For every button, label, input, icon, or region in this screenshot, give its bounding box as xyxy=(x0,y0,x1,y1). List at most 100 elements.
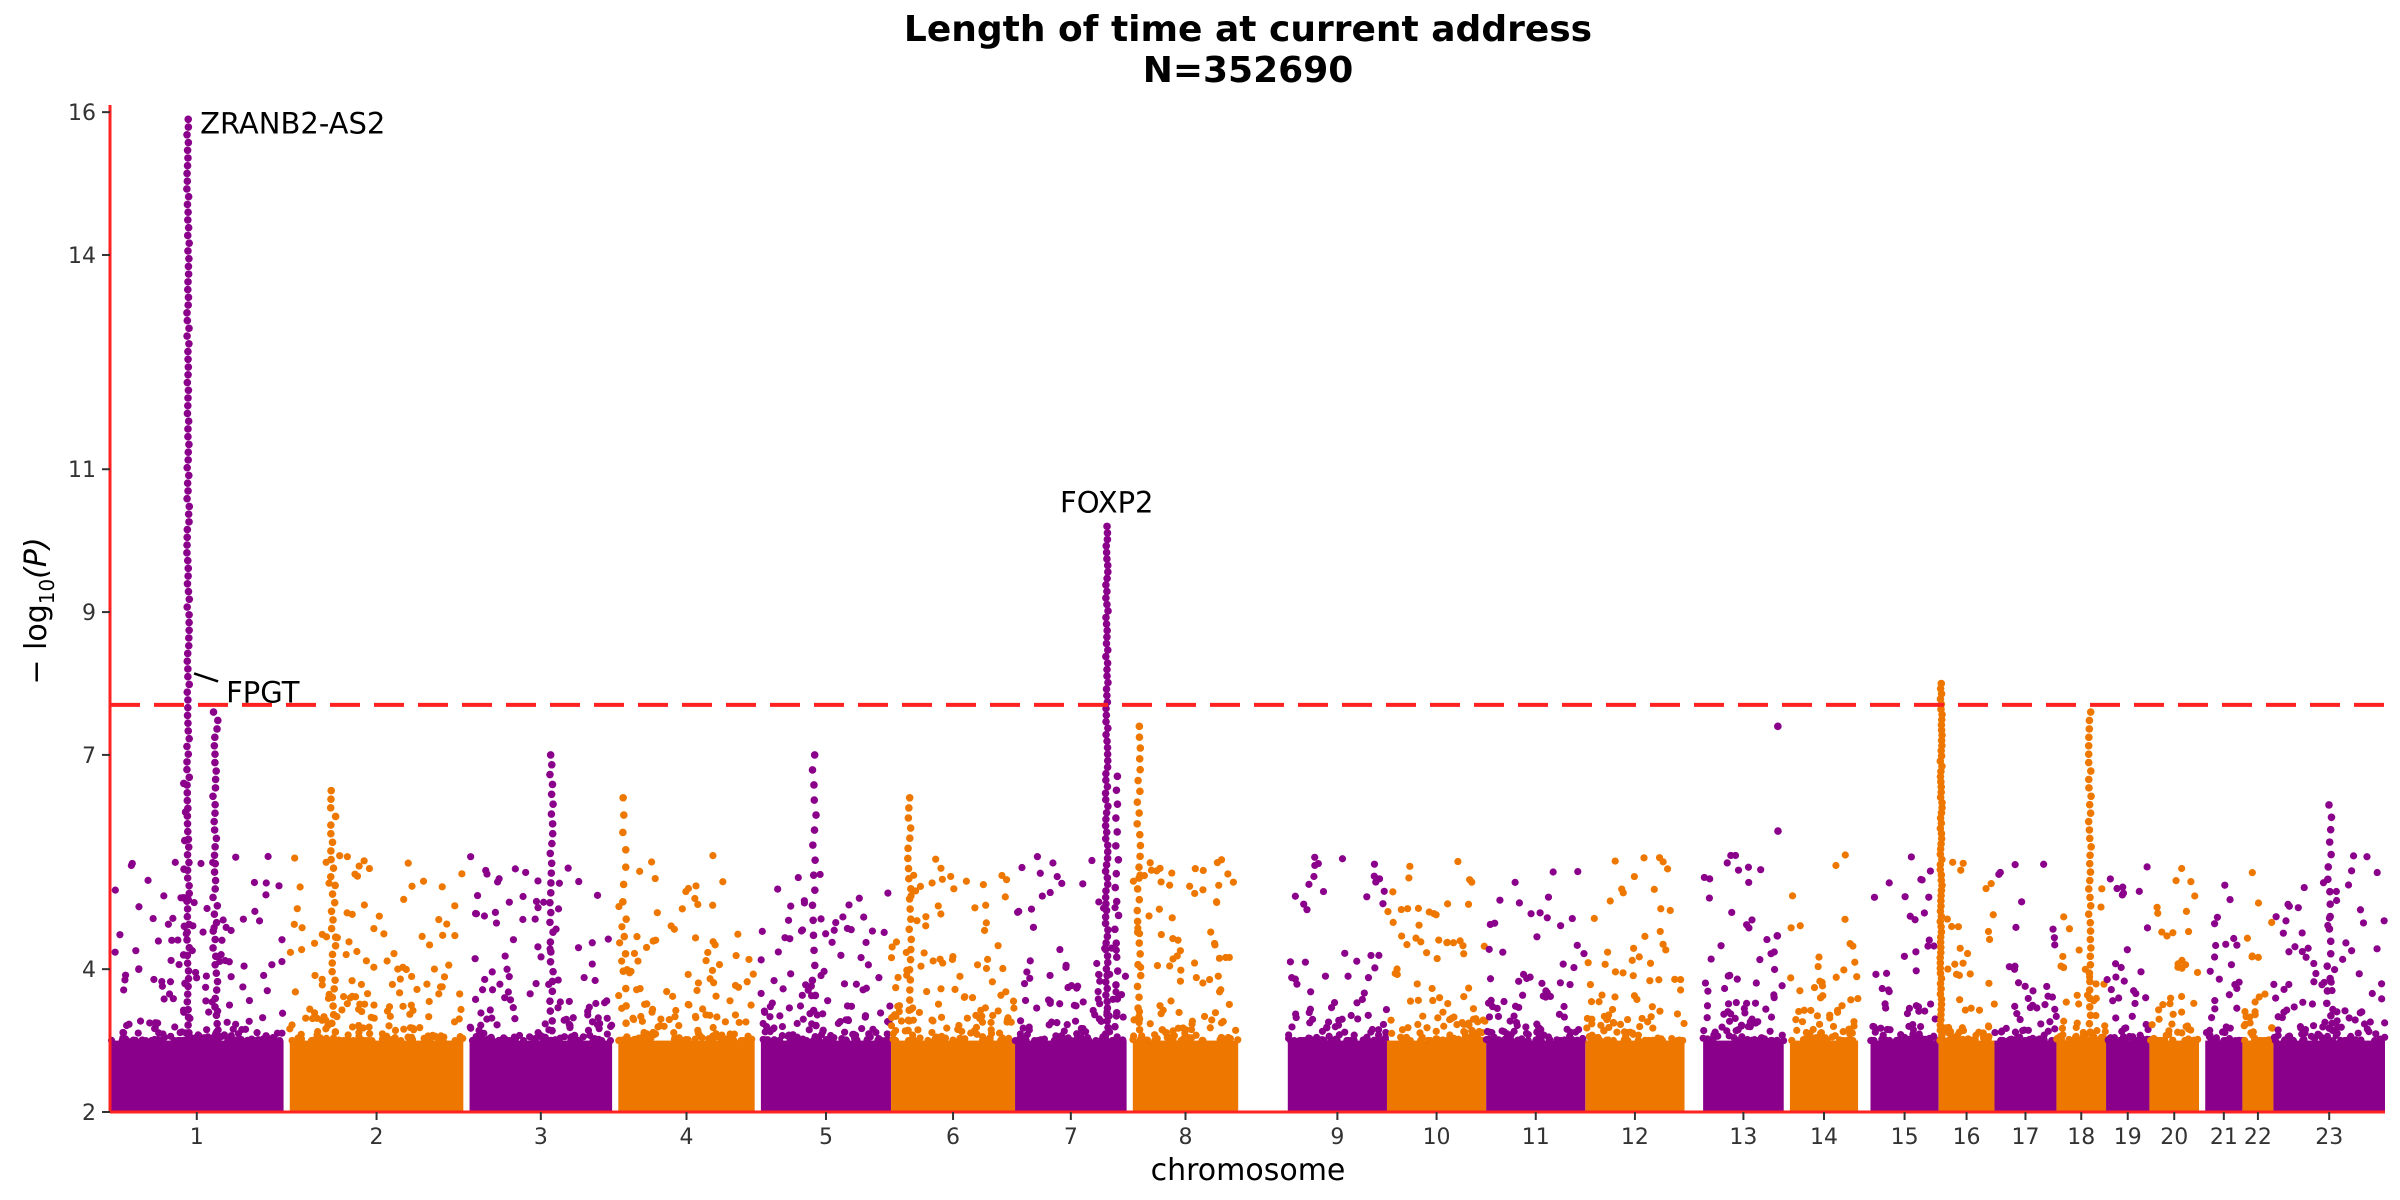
data-point xyxy=(1646,977,1654,985)
data-point xyxy=(183,169,191,178)
data-point xyxy=(936,955,944,963)
chromosome-14-band xyxy=(1789,1040,1859,1112)
data-point xyxy=(1112,897,1121,906)
data-point xyxy=(1586,980,1595,989)
data-point xyxy=(1959,1026,1968,1035)
x-tick-label: 17 xyxy=(2011,1125,2039,1150)
data-point xyxy=(1211,1009,1220,1017)
x-tick-label: 14 xyxy=(1810,1125,1838,1150)
data-point xyxy=(181,979,189,988)
chart-subtitle: N=352690 xyxy=(1143,50,1354,91)
data-point xyxy=(2011,861,2019,869)
data-point xyxy=(183,580,192,588)
data-point xyxy=(211,876,220,885)
data-point xyxy=(1731,851,1740,860)
data-point xyxy=(213,977,222,986)
data-point xyxy=(408,882,416,890)
data-point xyxy=(548,1026,556,1035)
data-point xyxy=(2344,881,2353,889)
data-point xyxy=(2107,985,2115,994)
data-point xyxy=(1726,971,1734,980)
data-point xyxy=(810,946,818,955)
x-tick-label: 19 xyxy=(2114,1125,2142,1150)
data-point xyxy=(1796,987,1804,995)
data-point xyxy=(693,986,701,995)
data-point xyxy=(160,892,168,900)
data-point xyxy=(1912,1002,1920,1010)
data-point xyxy=(2144,1025,2152,1034)
data-point xyxy=(743,978,751,986)
data-point xyxy=(1112,988,1120,996)
data-point xyxy=(819,1028,827,1036)
data-point xyxy=(906,915,915,923)
data-point xyxy=(1166,962,1174,970)
data-point xyxy=(185,943,194,952)
data-point xyxy=(366,1030,374,1038)
data-point xyxy=(184,665,192,673)
data-point xyxy=(399,1002,407,1010)
data-point xyxy=(677,1036,685,1045)
data-point xyxy=(1419,1012,1427,1020)
data-point xyxy=(1724,1000,1733,1008)
data-point xyxy=(1004,1014,1012,1022)
data-point xyxy=(298,946,306,954)
data-point xyxy=(534,904,542,912)
data-point xyxy=(135,903,143,911)
data-point xyxy=(1393,970,1401,979)
data-point xyxy=(2101,1022,2109,1030)
data-point xyxy=(2332,1031,2340,1040)
data-point xyxy=(310,1009,319,1017)
data-point xyxy=(1663,865,1672,873)
data-point xyxy=(184,417,193,426)
data-point xyxy=(2254,899,2263,907)
data-point xyxy=(1370,860,1379,868)
data-point xyxy=(184,696,192,704)
data-point xyxy=(1774,827,1782,835)
data-point xyxy=(1162,1028,1170,1037)
chromosome-13-band xyxy=(1703,1040,1784,1112)
data-point xyxy=(1341,949,1349,957)
data-point xyxy=(183,959,192,967)
data-point xyxy=(205,1008,213,1016)
data-point xyxy=(1102,581,1110,589)
data-point xyxy=(874,1036,882,1045)
data-point xyxy=(184,572,192,580)
data-point xyxy=(1900,952,1908,960)
data-point xyxy=(1096,1000,1104,1008)
data-point xyxy=(731,1011,740,1019)
data-point xyxy=(1841,915,1849,923)
data-point xyxy=(1745,878,1753,887)
x-tick-label: 9 xyxy=(1330,1125,1344,1150)
data-point xyxy=(1113,828,1122,836)
data-point xyxy=(1732,998,1740,1007)
data-point xyxy=(588,939,596,947)
data-point xyxy=(1676,986,1685,994)
data-point xyxy=(1439,1036,1447,1044)
data-point xyxy=(2085,733,2093,742)
data-point xyxy=(1644,1018,1652,1026)
data-point xyxy=(811,961,819,970)
data-point xyxy=(2086,977,2094,986)
data-point xyxy=(1102,548,1111,557)
data-point xyxy=(1485,1013,1494,1021)
data-point xyxy=(977,1006,985,1014)
data-point xyxy=(327,795,335,804)
data-point xyxy=(290,920,298,928)
data-point xyxy=(352,993,360,1001)
data-point xyxy=(2166,994,2175,1002)
data-point xyxy=(1649,1036,1657,1045)
data-point xyxy=(1046,971,1054,980)
data-point xyxy=(2016,1015,2024,1024)
data-point xyxy=(212,767,220,775)
data-point xyxy=(694,900,702,908)
data-point xyxy=(1199,866,1207,875)
data-point xyxy=(1566,980,1574,989)
data-point xyxy=(278,1009,287,1017)
data-point xyxy=(1926,867,1934,875)
data-point xyxy=(2348,867,2356,875)
data-point xyxy=(353,947,361,956)
data-point xyxy=(1757,866,1765,874)
data-point xyxy=(218,936,226,944)
data-point xyxy=(1460,950,1468,958)
data-point xyxy=(1225,953,1233,962)
